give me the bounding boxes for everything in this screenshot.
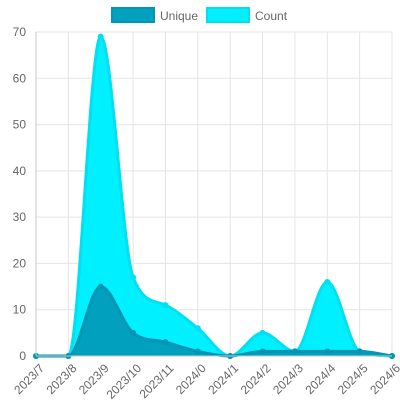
legend-swatch-unique[interactable] xyxy=(111,7,155,23)
point-count-9[interactable] xyxy=(324,278,331,285)
x-tick-label: 2024/2 xyxy=(238,361,274,397)
y-tick-label: 30 xyxy=(13,210,27,224)
y-tick-label: 70 xyxy=(13,25,27,39)
legend[interactable]: Unique Count xyxy=(111,7,288,23)
y-tick-label: 40 xyxy=(13,164,27,178)
y-tick-label: 20 xyxy=(13,256,27,270)
x-tick-label: 2024/0 xyxy=(173,361,209,397)
y-tick-label: 10 xyxy=(13,303,27,317)
y-tick-label: 50 xyxy=(13,118,27,132)
x-tick-label: 2024/5 xyxy=(335,361,371,397)
point-count-2[interactable] xyxy=(97,33,104,40)
area-count xyxy=(36,36,392,356)
x-tick-label: 2023/8 xyxy=(44,361,80,397)
point-unique-5[interactable] xyxy=(194,348,201,355)
legend-swatch-count[interactable] xyxy=(206,7,250,23)
point-count-4[interactable] xyxy=(162,302,169,309)
x-tick-label: 2023/7 xyxy=(11,361,47,397)
legend-label-unique[interactable]: Unique xyxy=(160,9,198,23)
point-unique-3[interactable] xyxy=(130,329,137,336)
x-tick-label: 2024/6 xyxy=(367,361,400,397)
x-tick-label: 2023/11 xyxy=(137,361,177,400)
point-count-3[interactable] xyxy=(130,274,137,281)
y-tick-label: 60 xyxy=(13,71,27,85)
point-unique-9[interactable] xyxy=(324,348,331,355)
point-count-5[interactable] xyxy=(194,325,201,332)
point-unique-7[interactable] xyxy=(259,348,266,355)
legend-label-count[interactable]: Count xyxy=(255,9,288,23)
area-unique xyxy=(36,286,392,356)
point-unique-10[interactable] xyxy=(356,348,363,355)
x-tick-label: 2024/1 xyxy=(205,361,241,397)
point-unique-2[interactable] xyxy=(97,283,104,290)
point-unique-4[interactable] xyxy=(162,339,169,346)
point-count-7[interactable] xyxy=(259,329,266,336)
x-tick-label: 2024/4 xyxy=(302,361,338,397)
x-tick-label: 2024/3 xyxy=(270,361,306,397)
series-layer xyxy=(33,33,395,359)
y-tick-label: 0 xyxy=(19,349,26,363)
point-unique-8[interactable] xyxy=(291,348,298,355)
